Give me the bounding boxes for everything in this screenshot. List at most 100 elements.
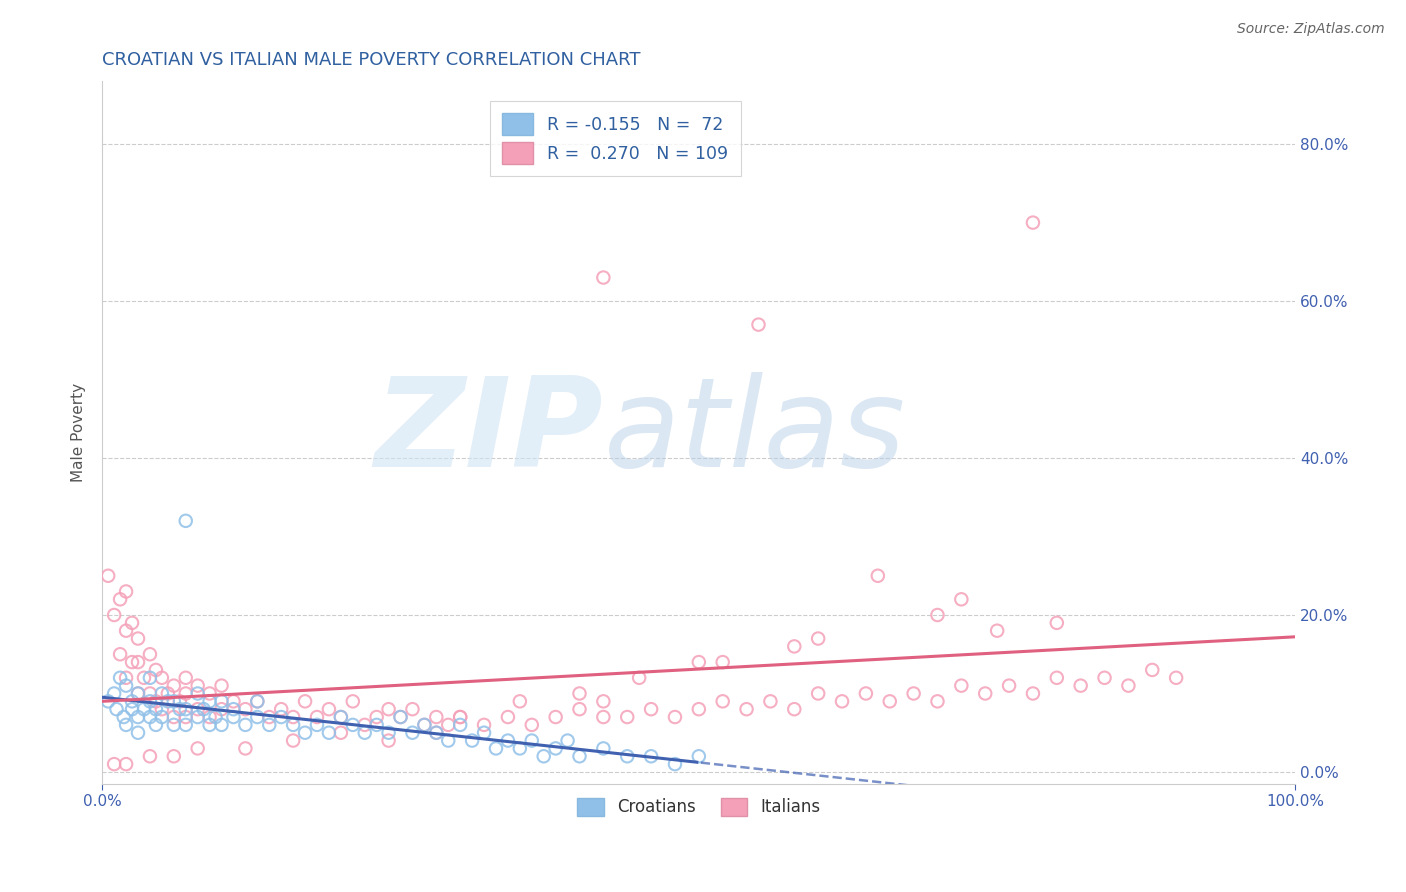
Point: [108, 592, 131, 607]
Point: [105, 702, 128, 716]
Point: [461, 733, 484, 747]
Point: [413, 718, 436, 732]
Point: [342, 694, 364, 708]
Point: [318, 725, 340, 739]
Point: [437, 718, 460, 732]
Point: [156, 686, 179, 700]
Point: [103, 757, 125, 772]
Text: Source: ZipAtlas.com: Source: ZipAtlas.com: [1237, 22, 1385, 37]
Point: [156, 694, 179, 708]
Point: [193, 702, 215, 716]
Point: [1118, 679, 1140, 693]
Point: [437, 733, 460, 747]
Point: [187, 679, 209, 693]
Point: [163, 679, 186, 693]
Point: [974, 686, 997, 700]
Point: [342, 718, 364, 732]
Point: [640, 702, 662, 716]
Point: [97, 694, 120, 708]
Point: [163, 718, 186, 732]
Point: [281, 733, 304, 747]
Point: [807, 686, 830, 700]
Point: [150, 671, 173, 685]
Point: [544, 741, 567, 756]
Point: [281, 710, 304, 724]
Point: [222, 710, 245, 724]
Point: [1142, 663, 1164, 677]
Point: [235, 702, 257, 716]
Point: [174, 710, 197, 724]
Point: [879, 694, 901, 708]
Point: [97, 568, 120, 582]
Point: [616, 749, 638, 764]
Point: [139, 686, 162, 700]
Point: [568, 686, 591, 700]
Point: [281, 718, 304, 732]
Point: [759, 694, 782, 708]
Point: [496, 710, 519, 724]
Point: [509, 741, 531, 756]
Point: [557, 733, 579, 747]
Point: [568, 749, 591, 764]
Point: [187, 702, 209, 716]
Point: [903, 686, 925, 700]
Point: [174, 686, 197, 700]
Point: [747, 318, 769, 332]
Point: [986, 624, 1008, 638]
Point: [711, 655, 734, 669]
Point: [211, 679, 233, 693]
Point: [163, 694, 186, 708]
Point: [121, 702, 143, 716]
Point: [169, 702, 191, 716]
Point: [235, 741, 257, 756]
Point: [1046, 615, 1069, 630]
Point: [329, 710, 352, 724]
Point: [688, 702, 710, 716]
Point: [413, 718, 436, 732]
Point: [187, 686, 209, 700]
Point: [449, 710, 471, 724]
Point: [145, 694, 167, 708]
Point: [496, 733, 519, 747]
Point: [294, 725, 316, 739]
Point: [377, 725, 399, 739]
Point: [211, 718, 233, 732]
Text: atlas: atlas: [603, 372, 905, 493]
Point: [150, 686, 173, 700]
Point: [425, 725, 447, 739]
Point: [145, 663, 167, 677]
Y-axis label: Male Poverty: Male Poverty: [72, 383, 86, 482]
Point: [139, 694, 162, 708]
Point: [198, 686, 221, 700]
Point: [139, 710, 162, 724]
Point: [366, 718, 388, 732]
Point: [472, 725, 495, 739]
Point: [174, 702, 197, 716]
Point: [163, 710, 186, 724]
Point: [132, 671, 155, 685]
Point: [294, 694, 316, 708]
Point: [425, 710, 447, 724]
Point: [533, 749, 555, 764]
Point: [998, 679, 1021, 693]
Point: [204, 710, 226, 724]
Point: [592, 710, 614, 724]
Point: [664, 757, 686, 772]
Point: [377, 702, 399, 716]
Point: [115, 757, 138, 772]
Point: [950, 679, 973, 693]
Point: [592, 741, 614, 756]
Point: [305, 710, 328, 724]
Point: [103, 607, 125, 622]
Point: [246, 710, 269, 724]
Point: [259, 718, 281, 732]
Point: [222, 702, 245, 716]
Point: [329, 710, 352, 724]
Text: CROATIAN VS ITALIAN MALE POVERTY CORRELATION CHART: CROATIAN VS ITALIAN MALE POVERTY CORRELA…: [103, 51, 641, 69]
Point: [198, 710, 221, 724]
Point: [169, 694, 191, 708]
Point: [592, 270, 614, 285]
Point: [127, 710, 149, 724]
Point: [246, 694, 269, 708]
Point: [1094, 671, 1116, 685]
